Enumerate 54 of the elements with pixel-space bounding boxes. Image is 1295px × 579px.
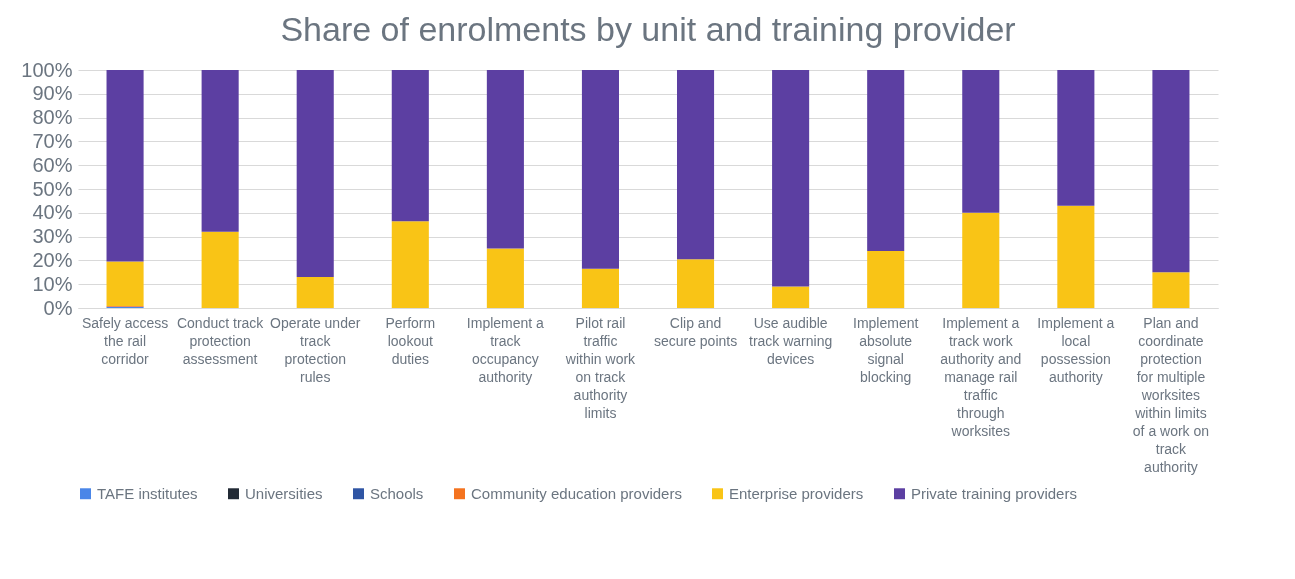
y-tick-label: 40% <box>32 201 73 224</box>
y-tick-label: 50% <box>32 177 73 200</box>
bar <box>1057 70 1095 206</box>
y-tick-label: 0% <box>43 296 73 319</box>
bar <box>486 248 524 308</box>
y-tick-label: 100% <box>21 58 73 81</box>
bar <box>867 70 905 251</box>
x-tick-label: Conduct track protection assessment <box>176 314 265 367</box>
y-tick-label: 90% <box>32 82 73 105</box>
x-tick-label: Use audible track warning devices <box>748 314 833 367</box>
bar <box>486 70 524 249</box>
x-tick-label: Clip and secure points <box>653 314 738 349</box>
x-tick-label: Pilot rail traffic within work on track authority limits <box>564 314 637 421</box>
chart-title: Share of enrolments by unit and training provider <box>280 10 1016 48</box>
x-tick-label: Implement a track occupancy authority <box>466 314 545 385</box>
bar <box>201 231 239 308</box>
legend-label: Universities <box>245 484 323 502</box>
x-tick-label: Perform lookout duties <box>385 314 436 367</box>
x-tick-label: Operate under track protection rules <box>270 314 361 385</box>
legend-label: Private training providers <box>911 484 1077 502</box>
y-tick-label: 10% <box>32 272 73 295</box>
y-tick-label: 70% <box>32 129 73 152</box>
bar <box>296 277 334 308</box>
bar <box>581 268 619 308</box>
bar <box>296 70 334 278</box>
bar <box>677 259 715 308</box>
bar <box>581 70 619 269</box>
legend-label: Community education providers <box>471 484 682 502</box>
bar <box>962 70 1000 213</box>
bar <box>772 70 810 287</box>
y-tick-label: 20% <box>32 248 73 271</box>
bar <box>201 70 239 232</box>
x-tick-label: Implement absolute signal blocking <box>853 314 919 385</box>
bar <box>1057 205 1095 308</box>
bar <box>867 250 905 308</box>
x-tick-label: Implement a track work authority and manage rail traffic through worksites <box>940 314 1022 439</box>
y-tick-label: 80% <box>32 106 73 129</box>
bar <box>1152 70 1190 273</box>
y-tick-label: 30% <box>32 225 73 248</box>
bar <box>106 70 144 262</box>
y-tick-label: 60% <box>32 153 73 176</box>
legend-label: Schools <box>370 484 424 502</box>
legend-label: TAFE institutes <box>97 484 198 502</box>
bar <box>391 70 429 222</box>
x-tick-label: Implement a local possession authority <box>1037 314 1115 385</box>
bar <box>962 212 1000 308</box>
x-tick-label: Safely access the rail corridor <box>81 314 169 367</box>
bar <box>677 70 715 260</box>
bar <box>1152 272 1190 308</box>
bar <box>391 221 429 308</box>
bar <box>106 261 144 307</box>
category-label: Plan and coordinate protection for multiple worksites within limits of a work on track authority <box>1132 314 1210 475</box>
legend-label: Enterprise providers <box>729 484 864 502</box>
bar <box>772 286 810 308</box>
